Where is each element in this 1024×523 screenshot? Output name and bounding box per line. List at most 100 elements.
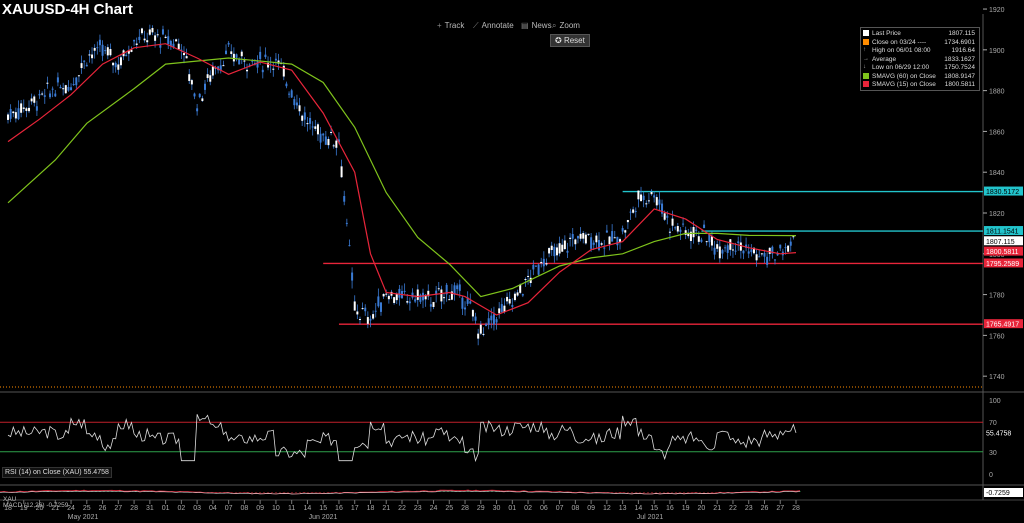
macd-title: XAU (3, 496, 17, 503)
news-button[interactable]: ▤ News (521, 21, 552, 30)
candle-body (377, 296, 380, 307)
candle-body (277, 60, 280, 64)
candle-body (569, 237, 572, 239)
candle-body (343, 196, 346, 202)
candle-body (211, 66, 214, 76)
candle-body (411, 292, 414, 298)
candle-body (361, 308, 364, 310)
candle-body (661, 203, 664, 214)
legend-swatch-icon: ↑ (863, 47, 866, 54)
candle-body (414, 299, 417, 302)
candle-body (374, 310, 377, 312)
candle-body (464, 307, 467, 310)
x-tick-label: 02 (524, 505, 532, 512)
candle-body (571, 234, 574, 239)
legend-value: 1750.7524 (944, 64, 975, 71)
annotate-button[interactable]: ⟋ Annotate (473, 21, 514, 30)
macd-value-label: -0.7259 (986, 490, 1010, 497)
candle-body (335, 140, 338, 148)
track-button[interactable]: + Track (437, 21, 465, 30)
candle-body (422, 292, 425, 301)
candle-body (146, 40, 149, 43)
chart-legend: Last Price 1807.115 Close on 03/24 ---- 173… (860, 27, 980, 91)
candle-body (574, 239, 577, 245)
candle-body (629, 211, 632, 213)
x-tick-label: 29 (477, 505, 485, 512)
candle-body (172, 43, 175, 48)
candle-body (306, 123, 309, 125)
candle-body (626, 220, 629, 223)
chart-title: XAUUSD-4H Chart (2, 1, 133, 18)
candle-body (56, 77, 59, 83)
reset-button[interactable]: ✪ Reset (550, 34, 590, 47)
x-tick-label: 27 (776, 505, 784, 512)
candle-body (246, 69, 249, 72)
candle-body (14, 112, 17, 119)
sma60-line (7, 57, 797, 298)
candle-body (729, 239, 732, 250)
candle-body (508, 299, 511, 304)
candle-body (25, 108, 28, 111)
candle-body (182, 53, 185, 56)
x-tick-label: 21 (382, 505, 390, 512)
moving-averages (7, 43, 797, 316)
candle-body (345, 222, 348, 224)
candle-body (537, 264, 540, 275)
candle-body (532, 264, 535, 270)
candle-body (773, 259, 776, 261)
y-tick-label: 1860 (989, 129, 1005, 136)
candle-body (516, 292, 519, 296)
rsi-value-label: 55.4758 (986, 430, 1011, 437)
candle-body (206, 74, 209, 79)
legend-row: SMAVG (15) on Close 1800.5811 (863, 81, 977, 89)
candle-body (527, 275, 530, 277)
candle-body (225, 50, 228, 54)
candle-body (219, 65, 222, 71)
candle-body (382, 293, 385, 297)
candle-body (85, 64, 88, 67)
candle-body (477, 333, 480, 339)
candle-body (787, 245, 790, 252)
month-label: Jun 2021 (309, 514, 338, 521)
legend-value: 1800.5811 (944, 81, 975, 88)
candle-body (135, 43, 138, 45)
candle-body (140, 28, 143, 34)
x-tick-label: 26 (761, 505, 769, 512)
reset-icon: ✪ (555, 36, 564, 45)
candle-body (353, 301, 356, 311)
candle-body (159, 44, 162, 48)
x-tick-label: 30 (493, 505, 501, 512)
news-icon: ▤ (521, 21, 529, 30)
candle-body (655, 197, 658, 206)
candle-body (645, 203, 648, 205)
candle-body (548, 248, 551, 254)
candle-body (450, 291, 453, 300)
candle-body (595, 235, 598, 243)
candle-body (337, 139, 340, 143)
candle-body (495, 319, 498, 323)
candle-body (138, 36, 141, 41)
x-tick-label: 06 (540, 505, 548, 512)
y-tick-label: 1760 (989, 333, 1005, 340)
candle-body (298, 105, 301, 112)
x-tick-label: 19 (20, 505, 28, 512)
candle-body (288, 93, 291, 95)
horizontal-levels (0, 190, 983, 388)
legend-swatch-icon: → (863, 55, 869, 62)
x-tick-label: 16 (666, 505, 674, 512)
candle-body (519, 284, 522, 293)
zoom-button[interactable]: ⌕ Zoom (552, 21, 580, 30)
level-label: 1800.5811 (986, 249, 1019, 256)
candle-body (416, 289, 419, 300)
candle-body (70, 87, 73, 91)
candle-body (776, 252, 779, 256)
candle-body (716, 244, 719, 249)
y-tick-label: 1900 (989, 48, 1005, 55)
candle-body (43, 95, 46, 97)
rsi-tick-label: 70 (989, 420, 997, 427)
candle-body (513, 293, 516, 301)
rsi-value-bg (984, 427, 1023, 437)
level-label: 1795.2589 (986, 261, 1019, 268)
candle-body (232, 53, 235, 62)
